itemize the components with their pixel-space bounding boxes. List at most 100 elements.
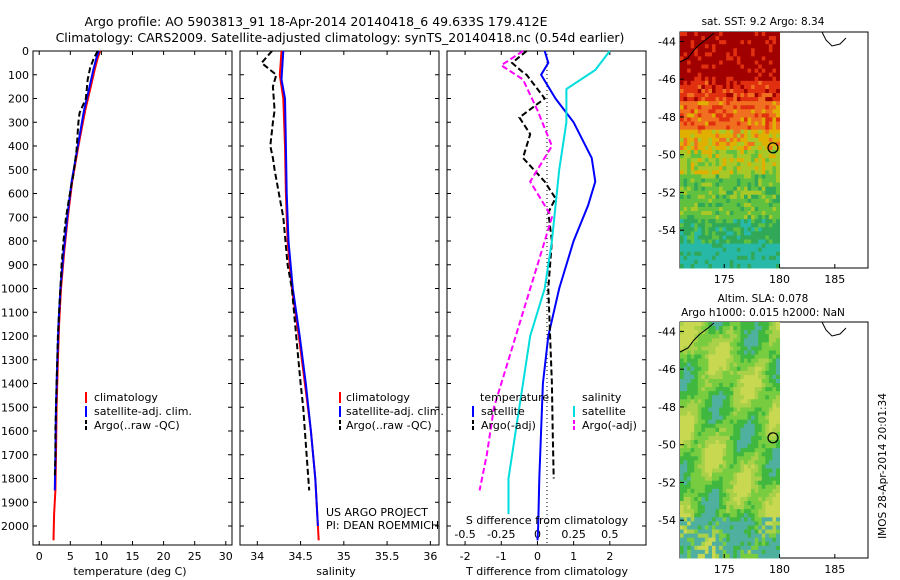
heatmap-cell bbox=[761, 129, 766, 135]
heatmap-cell bbox=[697, 334, 702, 339]
heatmap-cell bbox=[680, 464, 685, 469]
heatmap-cell bbox=[740, 129, 745, 135]
heatmap-cell bbox=[729, 113, 734, 118]
heatmap-cell bbox=[694, 129, 699, 135]
heatmap-cell bbox=[747, 145, 752, 151]
heatmap-cell bbox=[733, 255, 738, 261]
heatmap-cell bbox=[701, 125, 706, 131]
heatmap-cell bbox=[733, 484, 738, 490]
heatmap-cell bbox=[733, 505, 738, 510]
heatmap-cell bbox=[701, 326, 706, 331]
heatmap-cell bbox=[754, 174, 759, 179]
heatmap-cell bbox=[754, 407, 759, 413]
heatmap-cell bbox=[765, 354, 770, 360]
heatmap-cell bbox=[758, 231, 763, 236]
heatmap-cell bbox=[708, 113, 713, 118]
y-tick-label: 2000 bbox=[1, 520, 29, 533]
heatmap-cell bbox=[765, 374, 770, 380]
heatmap-cell bbox=[683, 223, 688, 228]
heatmap-cell bbox=[761, 529, 766, 535]
heatmap-cell bbox=[722, 84, 727, 90]
heatmap-cell bbox=[758, 464, 763, 469]
heatmap-cell bbox=[747, 162, 752, 167]
heatmap-cell bbox=[733, 423, 738, 429]
heatmap-cell bbox=[704, 472, 709, 478]
heatmap-cell bbox=[736, 330, 741, 335]
heatmap-cell bbox=[743, 553, 749, 559]
heatmap-cell bbox=[768, 133, 773, 139]
heatmap-cell bbox=[758, 358, 763, 364]
heatmap-cell bbox=[683, 113, 688, 118]
heatmap-cell bbox=[736, 150, 741, 155]
heatmap-cell bbox=[690, 170, 695, 175]
heatmap-cell bbox=[726, 387, 731, 392]
heatmap-cell bbox=[751, 472, 756, 478]
heatmap-cell bbox=[680, 32, 685, 37]
heatmap-cell bbox=[761, 472, 766, 478]
heatmap-cell bbox=[747, 484, 752, 490]
heatmap-cell bbox=[761, 101, 766, 106]
heatmap-cell bbox=[740, 231, 745, 236]
heatmap-cell bbox=[694, 223, 699, 228]
heatmap-cell bbox=[761, 419, 766, 425]
heatmap-cell bbox=[758, 322, 763, 327]
heatmap-cell bbox=[690, 476, 695, 482]
heatmap-cell bbox=[690, 198, 695, 204]
heatmap-cell bbox=[704, 97, 709, 102]
heatmap-cell bbox=[772, 505, 777, 510]
heatmap-cell bbox=[719, 468, 724, 474]
heatmap-cell bbox=[708, 137, 713, 143]
heatmap-cell bbox=[708, 334, 713, 339]
heatmap-cell bbox=[722, 243, 727, 249]
heatmap-cell bbox=[743, 129, 749, 135]
heatmap-cell bbox=[715, 391, 720, 396]
heatmap-cell bbox=[775, 362, 781, 368]
heatmap-cell bbox=[722, 456, 727, 461]
heatmap-cell bbox=[729, 448, 734, 453]
heatmap-cell bbox=[704, 76, 709, 82]
heatmap-cell bbox=[680, 492, 685, 498]
heatmap-cell bbox=[697, 322, 702, 327]
map-x-tick-label: 175 bbox=[714, 563, 735, 576]
heatmap-cell bbox=[694, 145, 699, 151]
heatmap-cell bbox=[743, 44, 749, 49]
heatmap-cell bbox=[701, 452, 706, 457]
heatmap-cell bbox=[758, 93, 763, 98]
heatmap-cell bbox=[761, 36, 766, 41]
heatmap-cell bbox=[772, 145, 777, 151]
heatmap-cell bbox=[701, 247, 706, 253]
heatmap-cell bbox=[740, 52, 745, 57]
heatmap-cell bbox=[690, 480, 695, 486]
heatmap-cell bbox=[683, 403, 688, 408]
heatmap-cell bbox=[722, 121, 727, 127]
heatmap-cell bbox=[758, 342, 763, 347]
heatmap-cell bbox=[772, 202, 777, 208]
heatmap-cell bbox=[694, 48, 699, 53]
heatmap-cell bbox=[697, 431, 702, 437]
heatmap-cell bbox=[736, 206, 741, 212]
heatmap-cell bbox=[694, 330, 699, 335]
heatmap-cell bbox=[694, 186, 699, 192]
heatmap-cell bbox=[690, 56, 695, 61]
heatmap-cell bbox=[683, 501, 688, 506]
heatmap-cell bbox=[680, 419, 685, 425]
heatmap-cell bbox=[765, 101, 770, 106]
heatmap-cell bbox=[694, 456, 699, 461]
heatmap-cell bbox=[694, 452, 699, 457]
heatmap-cell bbox=[694, 211, 699, 216]
heatmap-cell bbox=[772, 137, 777, 143]
heatmap-cell bbox=[729, 476, 734, 482]
x-tick-label: 34.5 bbox=[288, 550, 313, 563]
x-tick-label: 10 bbox=[94, 550, 108, 563]
heatmap-cell bbox=[743, 64, 749, 70]
heatmap-cell bbox=[715, 496, 720, 502]
heatmap-cell bbox=[754, 472, 759, 478]
heatmap-cell bbox=[726, 452, 731, 457]
heatmap-cell bbox=[708, 452, 713, 457]
heatmap-cell bbox=[733, 40, 738, 45]
heatmap-cell bbox=[765, 206, 770, 212]
heatmap-cell bbox=[708, 84, 713, 90]
heatmap-cell bbox=[747, 227, 752, 232]
heatmap-cell bbox=[740, 206, 745, 212]
heatmap-cell bbox=[701, 154, 706, 159]
